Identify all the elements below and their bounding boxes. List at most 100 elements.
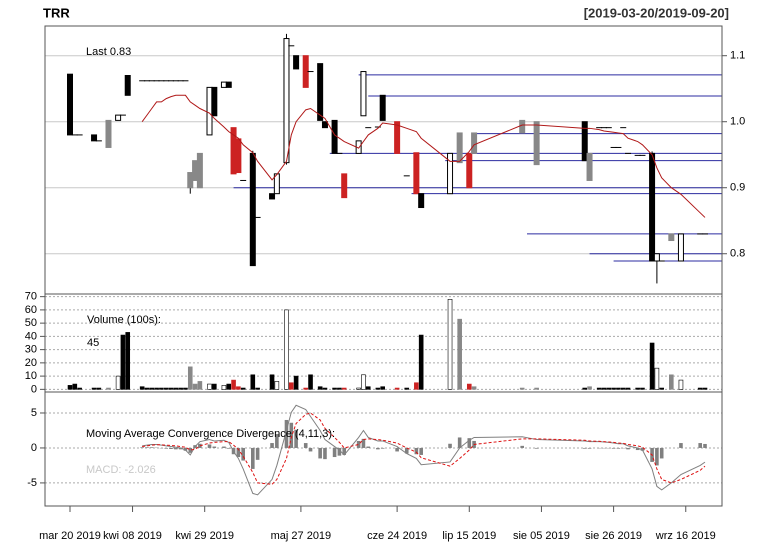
volume-bar [611, 387, 616, 390]
x-tick-label: kwi 29 2019 [175, 530, 234, 542]
y-tick-label: 5 [31, 407, 37, 419]
candle-body [293, 55, 300, 70]
macd-histogram-bar [289, 422, 294, 448]
macd-label: Moving Average Convergence Divergence (4… [86, 428, 335, 440]
volume-bar [380, 386, 385, 390]
last-label: Last 0.83 [86, 46, 131, 58]
volume-bar [308, 374, 313, 390]
volume-bar [303, 387, 309, 390]
macd-histogram-bar [467, 438, 472, 448]
candle-body [456, 132, 463, 164]
volume-bar [139, 386, 145, 390]
candle-body [581, 121, 588, 162]
volume-bar [67, 385, 73, 390]
volume-bar [356, 387, 361, 390]
candle-body [196, 152, 203, 189]
macd-histogram-bar [395, 447, 399, 452]
candle-body [394, 121, 401, 154]
macd-histogram-bar [659, 447, 664, 459]
volume-bar [168, 387, 174, 390]
volume-bar [317, 386, 323, 390]
volume-bar [72, 383, 78, 390]
candle-body [187, 172, 194, 189]
macd-value-label: MACD: -2.026 [86, 464, 156, 476]
macd-histogram-bar [337, 447, 342, 456]
macd-histogram-bar [255, 447, 260, 460]
macd-histogram-bar [241, 447, 245, 461]
volume-bar [96, 387, 102, 390]
volume-bar [519, 387, 525, 390]
macd-histogram-bar [640, 447, 645, 451]
date-range: [2019-03-20/2019-09-20] [584, 5, 729, 20]
macd-histogram-bar [149, 447, 154, 448]
volume-bar [187, 366, 193, 390]
y-tick-label: -5 [27, 477, 37, 489]
volume-bar [240, 387, 246, 390]
x-tick-label: maj 27 2019 [271, 530, 332, 542]
macd-histogram-bar [582, 447, 587, 449]
macd-histogram-bar [188, 447, 193, 453]
volume-bar [197, 381, 203, 390]
volume-bar [616, 387, 621, 390]
macd-histogram-bar [164, 447, 169, 449]
y-tick-label: 10 [25, 370, 37, 382]
candle-body [360, 71, 367, 117]
volume-bar [293, 375, 299, 390]
volume-bar [77, 387, 82, 390]
volume-bar [640, 387, 645, 390]
candle-body [249, 152, 256, 267]
macd-histogram-bar [308, 447, 313, 452]
candle-body [519, 119, 526, 134]
y-tick-label: 1.0 [730, 116, 745, 128]
macd-histogram-bar [361, 438, 366, 448]
macd-histogram-bar [140, 447, 144, 448]
macd-histogram-bar [183, 447, 188, 451]
x-tick-label: sie 26 2019 [585, 530, 642, 542]
volume-bar [654, 367, 660, 390]
candle-body [235, 138, 242, 174]
candle-body [331, 119, 338, 154]
moving-average-line [141, 94, 706, 218]
macd-histogram-bar [169, 447, 173, 449]
y-tick-label: 20 [25, 357, 37, 369]
y-tick-label: 60 [25, 304, 37, 316]
volume-bar [115, 375, 121, 390]
candle-body [379, 94, 386, 121]
macd-histogram-bar [212, 446, 217, 448]
candle-body [283, 38, 290, 164]
volume-bar [669, 374, 674, 390]
volume-bar [322, 387, 328, 390]
macd-histogram-bar [251, 447, 255, 469]
x-tick-label: sie 05 2019 [513, 530, 570, 542]
volume-bar [447, 298, 453, 390]
macd-histogram-bar [404, 447, 409, 454]
macd-panel [44, 391, 723, 507]
volume-label: Volume (100s): [87, 314, 161, 326]
macd-histogram-bar [222, 446, 226, 448]
volume-bar [337, 387, 342, 390]
volume-bar [120, 334, 126, 390]
macd-histogram-bar [366, 446, 371, 448]
macd-line [142, 404, 706, 496]
candle-body [677, 233, 684, 262]
macd-histogram-bar [356, 440, 361, 448]
candle-body [653, 253, 660, 262]
volume-bar [269, 374, 275, 390]
y-tick-label: 70 [25, 291, 37, 303]
candle-body [649, 152, 656, 262]
macd-histogram-bar [174, 447, 178, 450]
volume-bar [250, 374, 256, 390]
y-tick-label: 0 [31, 442, 37, 454]
volume-bar [284, 309, 289, 390]
volume-bar [154, 387, 159, 390]
y-tick-label: 40 [25, 330, 37, 342]
volume-bar [404, 387, 410, 390]
macd-histogram-bar [284, 419, 289, 448]
macd-histogram-bar [679, 443, 683, 448]
volume-bar [173, 387, 179, 390]
macd-histogram-bar [534, 447, 539, 449]
x-tick-label: cze 24 2019 [367, 530, 427, 542]
macd-histogram-bar [655, 447, 659, 466]
macd-histogram-bar [178, 447, 183, 450]
